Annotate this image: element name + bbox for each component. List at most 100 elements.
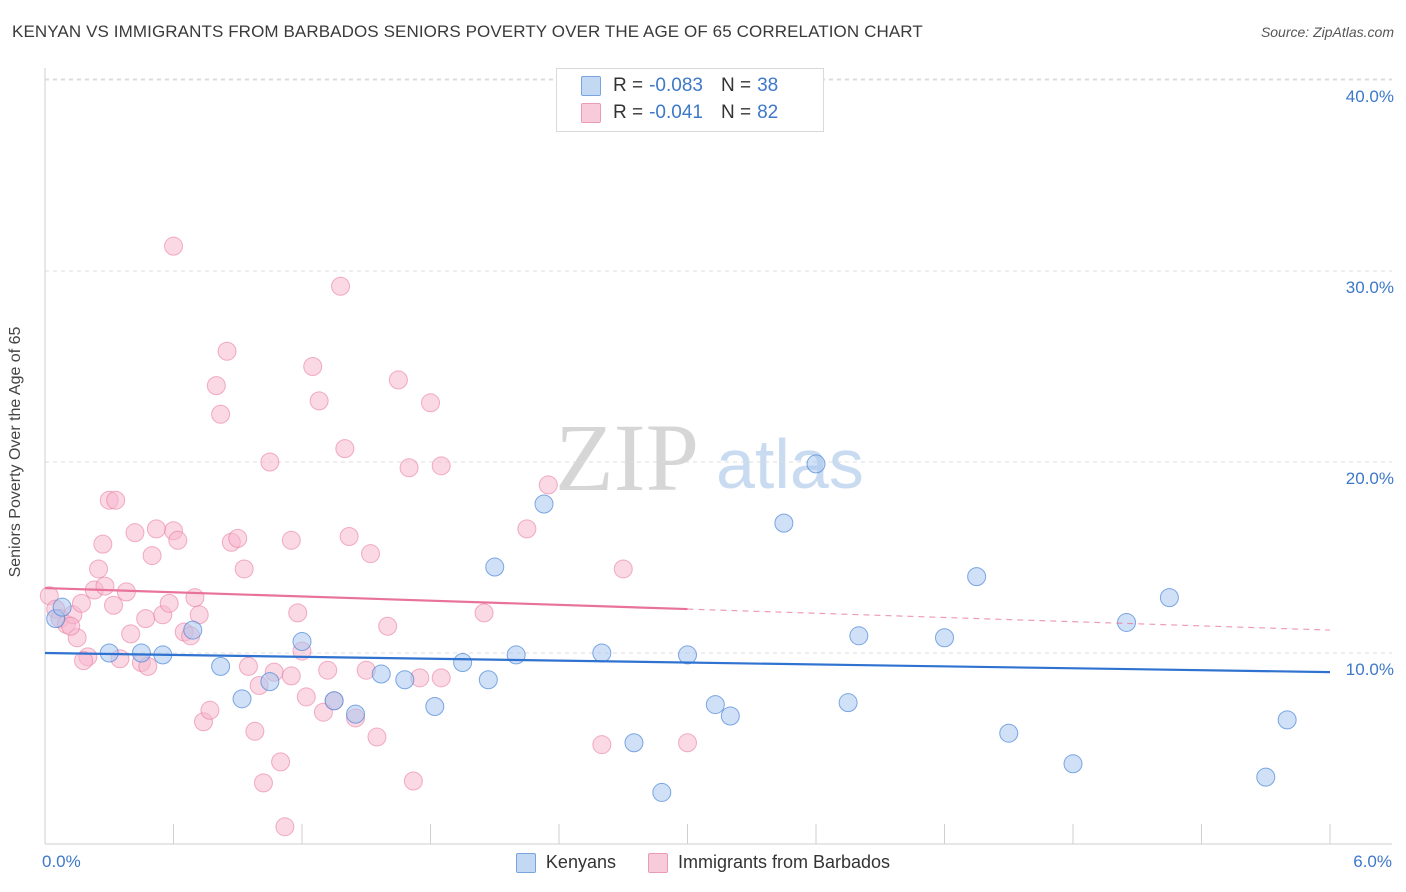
x-tick-label-min: 0.0%	[42, 852, 81, 871]
kenyan-point-32	[1117, 612, 1137, 632]
barbados-point-58	[361, 544, 381, 564]
r-label: R =	[613, 102, 644, 123]
barbados-point-49	[309, 391, 329, 411]
barbados-point-31	[211, 404, 231, 424]
kenyan-point-23	[720, 706, 740, 726]
kenyan-point-28	[935, 628, 954, 648]
barbados-point-47	[296, 687, 316, 707]
kenyan-point-9	[324, 691, 344, 711]
kenyans-legend-label: Kenyans	[545, 852, 616, 872]
barbados-point-45	[288, 603, 308, 623]
kenyans-swatch	[581, 76, 601, 96]
barbados-legend-swatch	[647, 852, 668, 873]
y-axis-label: Seniors Poverty Over the Age of 65	[7, 326, 24, 578]
n-label: N =	[720, 102, 752, 123]
barbados-point-16	[125, 523, 145, 543]
legend-item-kenyans: Kenyans	[515, 852, 616, 873]
barbados-point-65	[421, 393, 440, 413]
barbados-trend-dashed	[687, 608, 1331, 631]
kenyan-point-7	[260, 672, 280, 692]
legend-item-barbados: Immigrants from Barbados	[647, 852, 890, 873]
barbados-trend-solid	[44, 586, 688, 611]
barbados-point-51	[318, 660, 338, 680]
kenyan-point-18	[592, 643, 612, 663]
y-tick-label-30: 30.0%	[1345, 278, 1394, 297]
barbados-point-71	[613, 559, 633, 579]
kenyan-point-22	[705, 695, 725, 715]
barbados-point-26	[185, 588, 205, 608]
r-value: -0.041	[649, 102, 703, 123]
watermark-atlas: atlas	[716, 425, 864, 503]
barbados-point-23	[168, 530, 188, 550]
barbados-point-29	[200, 700, 220, 720]
kenyan-point-33	[1159, 588, 1179, 608]
r-value: -0.083	[649, 75, 703, 96]
barbados-point-69	[538, 475, 558, 495]
barbados-point-80	[281, 530, 301, 550]
barbados-swatch	[581, 103, 601, 123]
barbados-point-61	[388, 370, 408, 390]
legend-row-barbados: R = -0.041 N = 82	[581, 101, 796, 125]
barbados-point-12	[104, 595, 124, 615]
barbados-point-73	[61, 616, 81, 636]
barbados-point-40	[260, 452, 280, 472]
y-tick-label-10: 10.0%	[1345, 660, 1394, 679]
kenyan-point-35	[1277, 710, 1297, 730]
barbados-point-42	[271, 752, 291, 772]
kenyan-point-27	[849, 626, 869, 646]
kenyan-point-21	[678, 645, 697, 665]
kenyan-point-24	[774, 513, 794, 533]
barbados-point-35	[234, 559, 254, 579]
barbados-point-70	[592, 735, 612, 755]
barbados-point-75	[95, 576, 115, 596]
kenyan-point-14	[453, 653, 473, 673]
barbados-point-72	[678, 733, 697, 753]
kenyan-point-4	[183, 620, 203, 640]
barbados-point-66	[431, 456, 451, 476]
watermark-zip: ZIP	[555, 404, 699, 511]
barbados-point-39	[253, 773, 273, 793]
kenyans-legend-swatch	[515, 852, 536, 873]
kenyan-point-16	[506, 645, 526, 665]
kenyan-point-5	[211, 656, 231, 676]
n-value: 82	[757, 102, 779, 123]
n-value: 38	[757, 75, 779, 96]
kenyan-point-1	[52, 597, 72, 617]
kenyan-point-37	[131, 643, 151, 663]
kenyan-point-29	[967, 567, 987, 587]
barbados-point-55	[339, 526, 359, 546]
legend-row-kenyans: R = -0.083 N = 38	[581, 74, 796, 98]
r-label: R =	[613, 75, 644, 96]
barbados-point-32	[217, 341, 237, 361]
barbados-point-9	[89, 559, 109, 579]
source-label: Source: ZipAtlas.com	[1260, 24, 1394, 40]
kenyan-point-19	[624, 733, 644, 753]
barbados-point-18	[136, 609, 156, 629]
kenyan-point-31	[1063, 754, 1083, 774]
barbados-point-68	[517, 519, 537, 539]
kenyan-trend-solid	[44, 651, 1331, 674]
kenyan-point-6	[232, 689, 252, 709]
n-label: N =	[720, 75, 752, 96]
barbados-point-81	[431, 668, 451, 688]
kenyan-point-8	[292, 632, 312, 652]
barbados-point-44	[281, 666, 301, 686]
barbados-point-6	[71, 593, 91, 613]
barbados-point-78	[146, 519, 166, 539]
barbados-point-19	[142, 546, 162, 566]
barbados-point-10	[93, 534, 113, 554]
kenyan-point-12	[395, 670, 415, 690]
barbados-point-67	[474, 603, 494, 623]
kenyan-point-13	[425, 696, 445, 716]
kenyan-point-34	[1256, 767, 1276, 787]
kenyan-point-11	[371, 664, 391, 684]
chart-title: KENYAN VS IMMIGRANTS FROM BARBADOS SENIO…	[12, 22, 923, 41]
kenyan-point-30	[999, 723, 1019, 743]
barbados-point-63	[403, 771, 423, 791]
kenyan-point-15	[478, 670, 498, 690]
barbados-point-60	[378, 616, 398, 636]
kenyan-point-20	[652, 782, 672, 802]
barbados-point-37	[245, 721, 265, 741]
barbados-point-62	[399, 458, 419, 478]
